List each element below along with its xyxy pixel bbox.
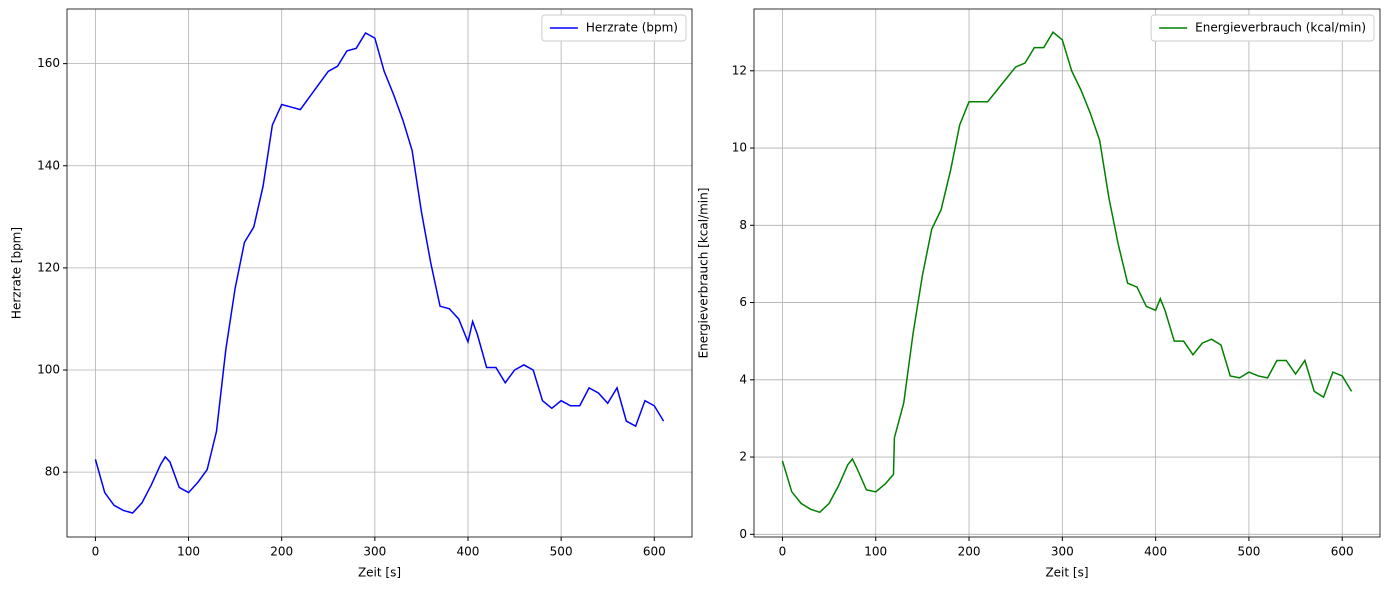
x-tick-label: 100 — [864, 545, 887, 559]
y-tick-label: 0 — [739, 527, 747, 541]
y-tick-label: 100 — [37, 363, 60, 377]
x-tick-label: 200 — [270, 545, 293, 559]
x-tick-label: 500 — [1237, 545, 1260, 559]
data-line — [94, 31, 665, 514]
y-axis-label: Energieverbrauch [kcal/min] — [697, 188, 711, 359]
y-tick-label: 80 — [45, 465, 60, 479]
x-tick-label: 0 — [779, 545, 787, 559]
y-tick-label: 160 — [37, 56, 60, 70]
x-tick-label: 0 — [92, 545, 100, 559]
legend-label: Energieverbrauch (kcal/min) — [1195, 21, 1366, 35]
y-tick-label: 10 — [732, 141, 747, 155]
data-line — [781, 31, 1353, 514]
y-tick-label: 8 — [739, 218, 747, 232]
legend-frame — [1150, 14, 1375, 42]
y-tick-label: 12 — [732, 63, 747, 77]
x-tick-label: 400 — [457, 545, 480, 559]
x-tick-label: 600 — [643, 545, 666, 559]
x-tick-label: 400 — [1144, 545, 1167, 559]
x-tick-label: 300 — [1051, 545, 1074, 559]
x-axis-label: Zeit [s] — [1045, 566, 1088, 580]
axes-frame — [753, 8, 1381, 538]
y-tick-label: 4 — [739, 372, 747, 386]
x-tick-label: 200 — [958, 545, 981, 559]
y-tick-label: 6 — [739, 295, 747, 309]
x-tick-label: 300 — [363, 545, 386, 559]
y-tick-label: 120 — [37, 260, 60, 274]
x-tick-label: 500 — [550, 545, 573, 559]
axes-frame — [66, 8, 693, 538]
legend: Energieverbrauch (kcal/min) — [1150, 14, 1375, 42]
x-tick-label: 600 — [1331, 545, 1354, 559]
legend-frame — [541, 14, 687, 42]
y-tick-label: 140 — [37, 158, 60, 172]
y-axis-label: Herzrate [bpm] — [10, 227, 24, 319]
legend: Herzrate (bpm) — [541, 14, 687, 42]
x-tick-label: 100 — [177, 545, 200, 559]
y-tick-label: 2 — [739, 450, 747, 464]
legend-label: Herzrate (bpm) — [586, 21, 678, 35]
x-axis-label: Zeit [s] — [358, 566, 401, 580]
